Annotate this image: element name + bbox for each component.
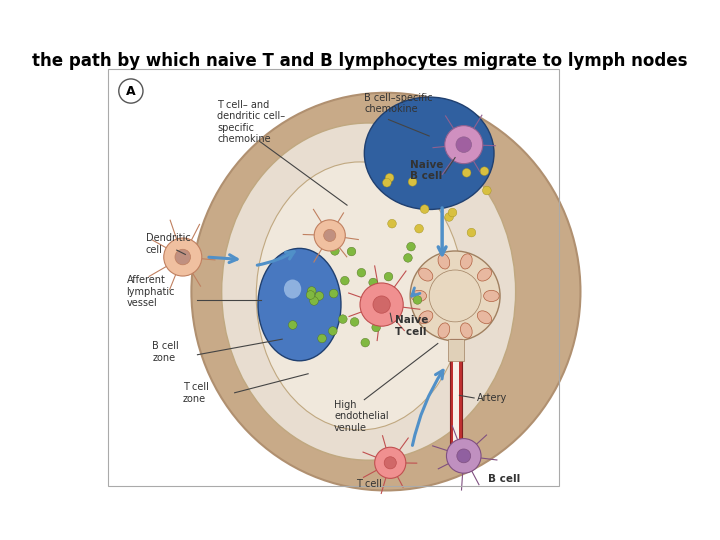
Circle shape <box>374 447 406 478</box>
Circle shape <box>372 323 380 332</box>
Circle shape <box>307 287 316 295</box>
Text: T cell
zone: T cell zone <box>183 382 209 403</box>
Ellipse shape <box>477 268 492 281</box>
Circle shape <box>360 283 403 326</box>
Text: Naive
B cell: Naive B cell <box>410 160 444 181</box>
Circle shape <box>420 205 429 213</box>
Circle shape <box>310 296 318 305</box>
Circle shape <box>384 272 393 281</box>
Circle shape <box>361 339 369 347</box>
Text: T cell: T cell <box>356 480 382 489</box>
Circle shape <box>413 295 422 304</box>
Ellipse shape <box>418 311 433 324</box>
Text: B cell: B cell <box>488 474 521 484</box>
Circle shape <box>404 254 413 262</box>
Ellipse shape <box>477 311 492 324</box>
Circle shape <box>410 251 500 341</box>
Text: T cell– and
dendritic cell–
specific
chemokine: T cell– and dendritic cell– specific che… <box>217 100 285 145</box>
Text: Naive
T cell: Naive T cell <box>395 315 428 337</box>
Circle shape <box>370 288 379 297</box>
Circle shape <box>387 219 396 228</box>
Circle shape <box>347 247 356 256</box>
Circle shape <box>445 126 483 164</box>
Circle shape <box>175 249 191 265</box>
Circle shape <box>306 291 315 299</box>
Circle shape <box>324 230 336 241</box>
Text: Dendritic
cell: Dendritic cell <box>145 233 190 255</box>
Circle shape <box>119 79 143 103</box>
Ellipse shape <box>438 323 450 338</box>
Circle shape <box>315 292 324 300</box>
Text: Artery: Artery <box>477 393 507 403</box>
Circle shape <box>373 296 390 313</box>
Text: A: A <box>126 85 135 98</box>
Bar <box>450 339 462 460</box>
Circle shape <box>384 457 396 469</box>
Circle shape <box>462 168 471 177</box>
Ellipse shape <box>222 123 516 460</box>
Circle shape <box>350 318 359 326</box>
Ellipse shape <box>192 93 580 490</box>
Circle shape <box>467 228 476 237</box>
Circle shape <box>369 278 377 287</box>
Ellipse shape <box>364 97 494 210</box>
Circle shape <box>456 137 472 152</box>
Circle shape <box>318 334 326 343</box>
Bar <box>448 339 464 361</box>
Circle shape <box>314 220 346 251</box>
Circle shape <box>415 224 423 233</box>
Ellipse shape <box>258 248 341 361</box>
Circle shape <box>382 178 391 187</box>
Ellipse shape <box>461 254 472 269</box>
Text: Afferent
lymphatic
vessel: Afferent lymphatic vessel <box>127 275 175 308</box>
Circle shape <box>480 167 489 176</box>
Circle shape <box>407 242 415 251</box>
Circle shape <box>289 321 297 329</box>
Ellipse shape <box>484 291 499 301</box>
Circle shape <box>338 315 347 323</box>
Bar <box>107 70 559 486</box>
Circle shape <box>429 270 481 322</box>
Ellipse shape <box>411 291 426 301</box>
Circle shape <box>408 178 417 186</box>
Circle shape <box>446 438 481 473</box>
Circle shape <box>328 327 337 335</box>
Circle shape <box>329 289 338 298</box>
Circle shape <box>482 186 491 195</box>
Bar <box>454 341 459 458</box>
Circle shape <box>357 268 366 277</box>
Text: B cell–specific
chemokine: B cell–specific chemokine <box>364 93 433 114</box>
Ellipse shape <box>256 162 464 430</box>
Text: B cell
zone: B cell zone <box>153 341 179 363</box>
Circle shape <box>330 247 339 255</box>
Circle shape <box>445 213 454 221</box>
Ellipse shape <box>461 323 472 338</box>
Circle shape <box>163 238 202 276</box>
Text: High
endothelial
venule: High endothelial venule <box>334 400 389 433</box>
Circle shape <box>341 276 349 285</box>
Circle shape <box>448 208 456 217</box>
Circle shape <box>456 449 471 463</box>
Circle shape <box>385 173 394 182</box>
Text: the path by which naive T and B lymphocytes migrate to lymph nodes: the path by which naive T and B lymphocy… <box>32 52 688 70</box>
Ellipse shape <box>438 254 450 269</box>
Ellipse shape <box>418 268 433 281</box>
Ellipse shape <box>284 280 301 299</box>
